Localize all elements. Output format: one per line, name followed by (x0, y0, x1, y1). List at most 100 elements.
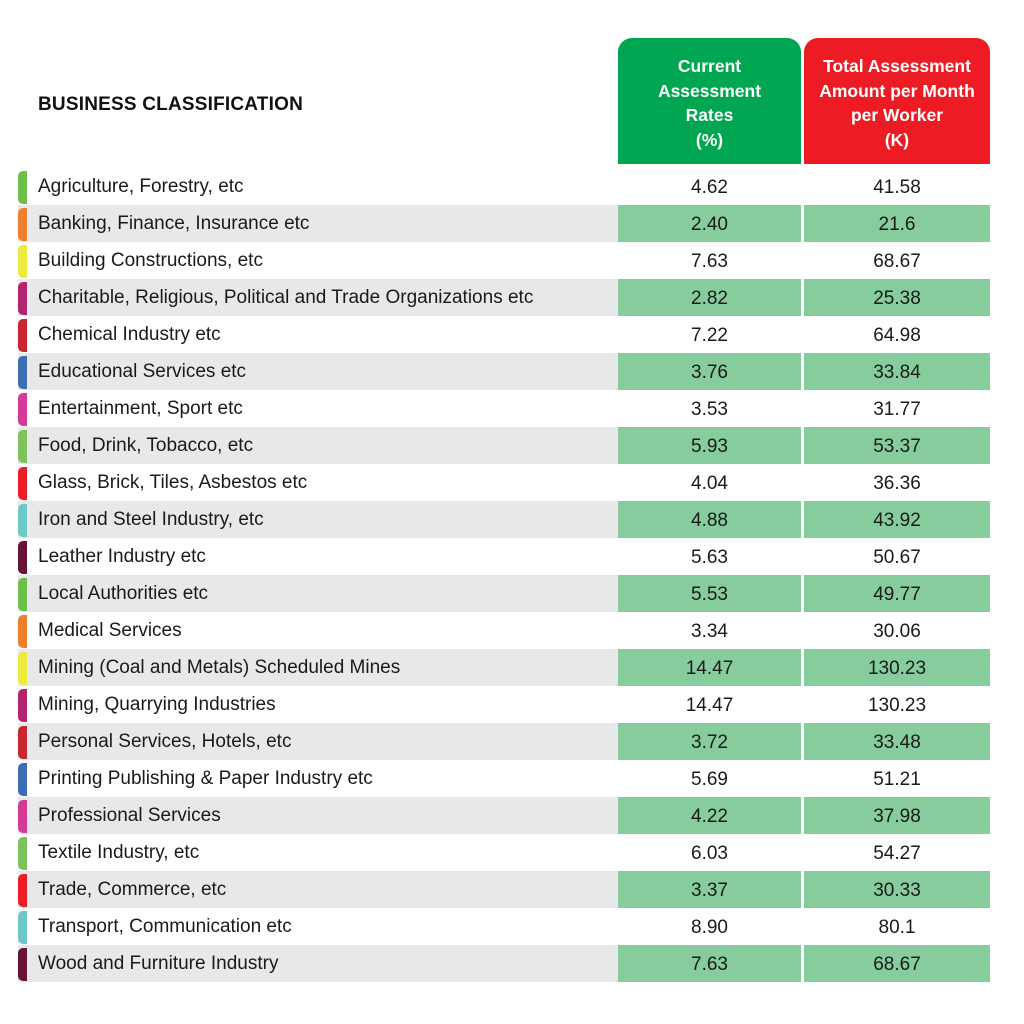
row-band (18, 353, 618, 390)
row-band (18, 686, 618, 723)
business-classification-name: Chemical Industry etc (38, 324, 221, 345)
assessment-rate-cell: 8.90 (618, 908, 801, 945)
category-color-marker (18, 356, 27, 389)
row-band (18, 760, 618, 797)
assessment-amount-cell: 130.23 (804, 686, 990, 723)
table-row: Local Authorities etc 5.53 49.77 (18, 575, 990, 612)
row-band (18, 316, 618, 353)
business-classification-name: Mining, Quarrying Industries (38, 694, 276, 715)
business-classification-name: Printing Publishing & Paper Industry etc (38, 768, 373, 789)
amount-header-line: (K) (884, 129, 910, 150)
assessment-rate-cell: 3.72 (618, 723, 801, 760)
table-row: Wood and Furniture Industry 7.63 68.67 (18, 945, 990, 982)
assessment-rate-cell: 4.04 (618, 464, 801, 501)
row-band (18, 205, 618, 242)
category-color-marker (18, 393, 27, 426)
assessment-rate-cell: 5.93 (618, 427, 801, 464)
business-classification-name: Building Constructions, etc (38, 250, 263, 271)
assessment-amount-cell: 25.38 (804, 279, 990, 316)
assessment-amount-cell: 80.1 (804, 908, 990, 945)
category-color-marker (18, 171, 27, 204)
assessment-amount-cell: 50.67 (804, 538, 990, 575)
rate-header-line: (%) (695, 129, 724, 150)
business-classification-name: Textile Industry, etc (38, 842, 200, 863)
assessment-rate-cell: 14.47 (618, 649, 801, 686)
business-classification-name: Glass, Brick, Tiles, Asbestos etc (38, 472, 308, 493)
table-row: Iron and Steel Industry, etc 4.88 43.92 (18, 501, 990, 538)
category-color-marker (18, 837, 27, 870)
table-row: Personal Services, Hotels, etc 3.72 33.48 (18, 723, 990, 760)
assessment-rate-cell: 2.40 (618, 205, 801, 242)
business-classification-name: Trade, Commerce, etc (38, 879, 227, 900)
assessment-amount-cell: 21.6 (804, 205, 990, 242)
table-row: Mining (Coal and Metals) Scheduled Mines… (18, 649, 990, 686)
amount-header-line: Total Assessment (823, 56, 971, 76)
assessment-amount-cell: 36.36 (804, 464, 990, 501)
category-color-marker (18, 282, 27, 315)
category-color-marker (18, 652, 27, 685)
business-classification-name: Professional Services (38, 805, 221, 826)
category-color-marker (18, 615, 27, 648)
category-color-marker (18, 430, 27, 463)
row-band (18, 501, 618, 538)
table-row: Agriculture, Forestry, etc 4.62 41.58 (18, 168, 990, 205)
assessment-amount-cell: 68.67 (804, 242, 990, 279)
assessment-amount-cell: 37.98 (804, 797, 990, 834)
assessment-rate-cell: 2.82 (618, 279, 801, 316)
assessment-rate-cell: 5.63 (618, 538, 801, 575)
table-row: Trade, Commerce, etc 3.37 30.33 (18, 871, 990, 908)
table-row: Banking, Finance, Insurance etc 2.40 21.6 (18, 205, 990, 242)
row-band (18, 612, 618, 649)
assessment-rate-cell: 4.62 (618, 168, 801, 205)
amount-header-line: Amount per Month (819, 80, 975, 101)
business-classification-name: Charitable, Religious, Political and Tra… (38, 287, 534, 308)
row-band (18, 427, 618, 464)
row-band (18, 945, 618, 982)
table-row: Transport, Communication etc 8.90 80.1 (18, 908, 990, 945)
row-band (18, 242, 618, 279)
assessment-amount-cell: 43.92 (804, 501, 990, 538)
business-classification-name: Wood and Furniture Industry (38, 953, 279, 974)
assessment-amount-cell: 51.21 (804, 760, 990, 797)
assessment-rate-column-header: Current Assessment Rates (%) (618, 38, 801, 164)
row-band (18, 168, 618, 205)
assessment-amount-cell: 30.06 (804, 612, 990, 649)
assessment-amount-cell: 33.48 (804, 723, 990, 760)
row-band (18, 723, 618, 760)
table-row: Leather Industry etc 5.63 50.67 (18, 538, 990, 575)
assessment-rate-cell: 4.22 (618, 797, 801, 834)
business-classification-name: Agriculture, Forestry, etc (38, 176, 244, 197)
business-classification-name: Medical Services (38, 620, 182, 641)
assessment-amount-cell: 130.23 (804, 649, 990, 686)
table-row: Food, Drink, Tobacco, etc 5.93 53.37 (18, 427, 990, 464)
assessment-amount-cell: 54.27 (804, 834, 990, 871)
table-row: Building Constructions, etc 7.63 68.67 (18, 242, 990, 279)
category-color-marker (18, 319, 27, 352)
rate-header-line: Current (677, 56, 742, 76)
business-classification-name: Transport, Communication etc (38, 916, 292, 937)
table-row: Entertainment, Sport etc 3.53 31.77 (18, 390, 990, 427)
table-body: Agriculture, Forestry, etc 4.62 41.58 Banki… (18, 168, 990, 982)
assessment-rate-cell: 3.34 (618, 612, 801, 649)
rate-header-line: Rates (685, 105, 734, 125)
assessment-amount-cell: 33.84 (804, 353, 990, 390)
table-row: Charitable, Religious, Political and Tra… (18, 279, 990, 316)
category-color-marker (18, 689, 27, 722)
table-row: Glass, Brick, Tiles, Asbestos etc 4.04 36.… (18, 464, 990, 501)
row-band (18, 575, 618, 612)
business-classification-name: Food, Drink, Tobacco, etc (38, 435, 254, 456)
assessment-rate-cell: 4.88 (618, 501, 801, 538)
row-band (18, 797, 618, 834)
row-band (18, 649, 618, 686)
assessment-rate-cell: 7.63 (618, 242, 801, 279)
category-color-marker (18, 245, 27, 278)
category-color-marker (18, 467, 27, 500)
assessment-rate-cell: 7.22 (618, 316, 801, 353)
assessment-table: BUSINESS CLASSIFICATION Current Assessme… (18, 38, 990, 982)
assessment-amount-cell: 41.58 (804, 168, 990, 205)
business-classification-name: Mining (Coal and Metals) Scheduled Mines (38, 657, 401, 678)
assessment-rate-cell: 5.53 (618, 575, 801, 612)
table-row: Medical Services 3.34 30.06 (18, 612, 990, 649)
assessment-rate-cell: 5.69 (618, 760, 801, 797)
business-classification-name: Personal Services, Hotels, etc (38, 731, 292, 752)
